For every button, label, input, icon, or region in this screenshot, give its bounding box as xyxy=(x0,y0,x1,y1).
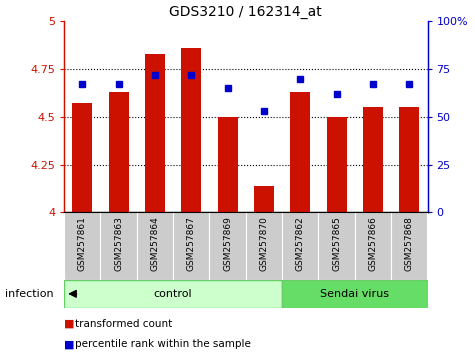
Bar xyxy=(218,117,238,212)
Text: percentile rank within the sample: percentile rank within the sample xyxy=(75,339,251,349)
Text: ■: ■ xyxy=(64,339,75,349)
Text: ■: ■ xyxy=(64,319,75,329)
Title: GDS3210 / 162314_at: GDS3210 / 162314_at xyxy=(170,5,322,19)
Bar xyxy=(181,48,201,212)
Text: Sendai virus: Sendai virus xyxy=(320,289,390,299)
Bar xyxy=(209,212,246,280)
Bar xyxy=(173,212,209,280)
Bar xyxy=(137,212,173,280)
Bar xyxy=(282,212,318,280)
Text: GSM257867: GSM257867 xyxy=(187,216,196,271)
Text: GSM257869: GSM257869 xyxy=(223,216,232,271)
Text: GSM257866: GSM257866 xyxy=(369,216,378,271)
Text: GSM257868: GSM257868 xyxy=(405,216,414,271)
Bar xyxy=(355,212,391,280)
Bar xyxy=(72,103,92,212)
Bar xyxy=(290,92,310,212)
Text: GSM257864: GSM257864 xyxy=(151,216,160,270)
Bar xyxy=(101,212,137,280)
Text: GSM257865: GSM257865 xyxy=(332,216,341,271)
Bar xyxy=(145,54,165,212)
Bar xyxy=(399,107,419,212)
Bar xyxy=(363,107,383,212)
Text: control: control xyxy=(154,289,192,299)
Text: GSM257870: GSM257870 xyxy=(259,216,268,271)
Bar xyxy=(109,92,129,212)
Text: transformed count: transformed count xyxy=(75,319,172,329)
Bar xyxy=(246,212,282,280)
Text: GSM257861: GSM257861 xyxy=(78,216,87,271)
Text: GSM257863: GSM257863 xyxy=(114,216,123,271)
Bar xyxy=(64,212,101,280)
Bar xyxy=(64,280,282,308)
Bar xyxy=(282,280,428,308)
Bar xyxy=(391,212,428,280)
Bar xyxy=(318,212,355,280)
Bar xyxy=(254,185,274,212)
Text: infection: infection xyxy=(5,289,53,299)
Text: GSM257862: GSM257862 xyxy=(296,216,305,270)
Bar xyxy=(327,117,347,212)
